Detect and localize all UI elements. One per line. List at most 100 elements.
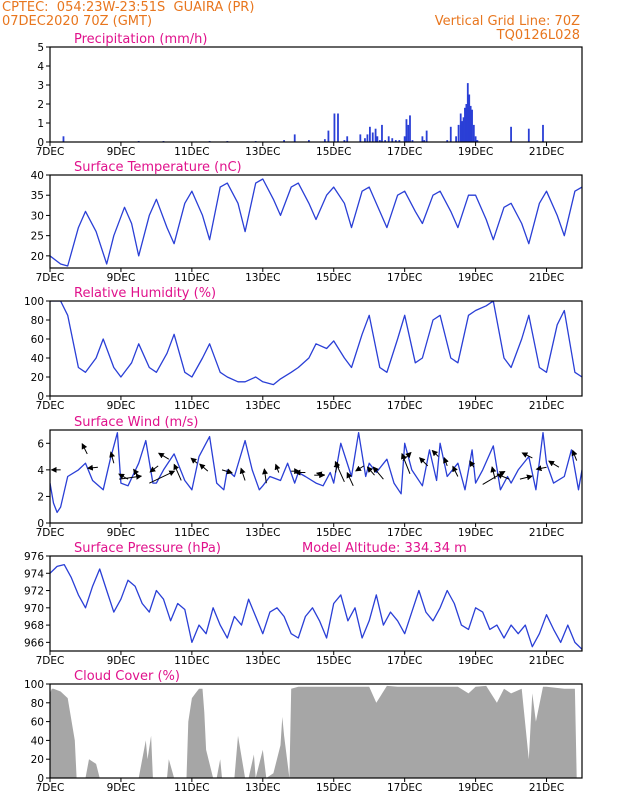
precip-panel: 0 1 2 3 4 5 7DEC 9DEC 11DEC 13DEC 15DEC 17DEC 19DEC 2… (36, 32, 583, 158)
rh-y-tick-label: 20 (31, 372, 44, 384)
wind-x-tick-label: 17DEC (387, 527, 422, 539)
precip-bar (469, 105, 472, 142)
precip-bar (449, 126, 452, 142)
pres-plot-area (50, 563, 582, 650)
precip-bar (471, 109, 473, 142)
precip-y-tick-label: 2 (37, 99, 44, 111)
precip-bar (476, 140, 479, 142)
pres-y-tick-label: 972 (24, 586, 44, 598)
wind-vector-arrow (431, 449, 439, 457)
wind-x-tick-label: 9DEC (107, 527, 136, 539)
wind-vector-arrow (443, 456, 449, 467)
pres-y-tick-label: 970 (24, 603, 44, 615)
temp-series-line (50, 178, 582, 267)
wind-vector-arrow (274, 463, 281, 473)
cloud-y-tick-label: 40 (31, 735, 44, 747)
wind-vector-arrow (190, 457, 198, 464)
precip-bar (461, 121, 464, 142)
precip-bar (391, 138, 394, 142)
precip-bar (323, 139, 326, 142)
precip-bar (371, 132, 374, 142)
precip-bar (411, 140, 414, 142)
pres-x-tick-label: 11DEC (174, 655, 209, 667)
wind-vector-arrow (133, 468, 140, 477)
precip-bar (457, 124, 460, 142)
pres-x-tick-label: 9DEC (107, 655, 136, 667)
wind-y-tick-label: 2 (37, 491, 44, 503)
wind-vector-arrow (519, 474, 533, 481)
temp-plot-area (50, 178, 582, 267)
cloud-y-tick-label: 20 (31, 754, 44, 766)
rh-x-tick-label: 19DEC (458, 400, 493, 412)
wind-vector-arrow (521, 452, 533, 459)
pres-y-tick-label: 966 (24, 637, 44, 649)
wind-vector-arrow (548, 460, 560, 468)
temp-y-tick-label: 30 (31, 210, 44, 222)
rh-title: Relative Humidity (%) (74, 286, 216, 301)
precip-bar (366, 134, 369, 142)
temp-panel: 20 25 30 35 40 7DEC 9DEC 11DEC 13DEC 15DEC 17DEC 19… (31, 160, 583, 284)
wind-vector-arrow (419, 457, 429, 467)
run-label: 07DEC2020 70Z (GMT) (2, 14, 153, 29)
pres-model-altitude: Model Altitude: 334.34 m (302, 541, 467, 556)
temp-y-tick-label: 40 (31, 170, 44, 182)
wind-vector-arrow (535, 465, 547, 472)
pres-x-tick-label: 7DEC (36, 655, 65, 667)
rh-x-tick-label: 17DEC (387, 400, 422, 412)
precip-y-tick-label: 4 (37, 61, 44, 73)
wind-vector-arrow (334, 460, 345, 483)
precip-bar (468, 94, 471, 142)
temp-x-tick-label: 7DEC (36, 272, 65, 284)
temp-x-tick-label: 15DEC (316, 272, 351, 284)
precip-bar (423, 140, 426, 142)
pres-y-tick-label: 974 (24, 568, 44, 580)
wind-vector-arrow (315, 471, 325, 478)
wind-y-tick-label: 4 (37, 465, 44, 477)
precip-bar (474, 136, 477, 142)
precip-x-tick-label: 17DEC (387, 146, 422, 158)
temp-frame (49, 174, 583, 269)
temp-x-tick-label: 21DEC (529, 272, 564, 284)
cloud-x-tick-label: 13DEC (245, 782, 280, 794)
precip-bar (407, 124, 410, 142)
wind-x-tick-label: 15DEC (316, 527, 351, 539)
temp-y-tick-label: 20 (31, 251, 44, 263)
precip-x-tick-label: 11DEC (174, 146, 209, 158)
precip-x-tick-label: 15DEC (316, 146, 351, 158)
precip-bar (466, 83, 469, 142)
rh-x-tick-label: 11DEC (174, 400, 209, 412)
cloud-x-tick-label: 15DEC (316, 782, 351, 794)
pres-y-tick-label: 968 (24, 620, 44, 632)
wind-panel: 0 2 4 6 7DEC 9DEC 11DEC 13DEC 15DEC 17DEC 19DEC 21D… (36, 415, 583, 539)
cloud-x-tick-label: 17DEC (387, 782, 422, 794)
cloud-x-tick-label: 21DEC (529, 782, 564, 794)
precip-x-tick-label: 13DEC (245, 146, 280, 158)
wind-x-tick-label: 19DEC (458, 527, 493, 539)
temp-title: Surface Temperature (nC) (74, 160, 242, 175)
temp-x-tick-label: 11DEC (174, 272, 209, 284)
wind-vector-arrow (86, 464, 98, 471)
cloud-y-tick-label: 60 (31, 717, 44, 729)
cloud-y-tick-label: 0 (37, 773, 44, 785)
pres-series-line (50, 563, 582, 650)
precip-bar (369, 126, 371, 142)
precip-bar (425, 130, 428, 142)
precip-plot-area (62, 83, 544, 142)
precip-bar (462, 117, 465, 142)
rh-y-tick-label: 40 (31, 353, 44, 365)
wind-x-tick-label: 13DEC (245, 527, 280, 539)
precip-bar (403, 136, 406, 142)
rh-x-tick-label: 13DEC (245, 400, 280, 412)
wind-vector-arrow (469, 460, 476, 468)
wind-vector-arrow (355, 465, 365, 472)
precip-bar (359, 134, 362, 142)
precip-bar (327, 130, 330, 142)
wind-vector-arrow (109, 451, 116, 464)
cloud-x-tick-label: 19DEC (458, 782, 493, 794)
precip-bar (374, 128, 377, 142)
wind-vector-arrow (239, 467, 246, 481)
rh-x-tick-label: 9DEC (107, 400, 136, 412)
temp-x-tick-label: 17DEC (387, 272, 422, 284)
rh-plot-area (50, 301, 582, 386)
